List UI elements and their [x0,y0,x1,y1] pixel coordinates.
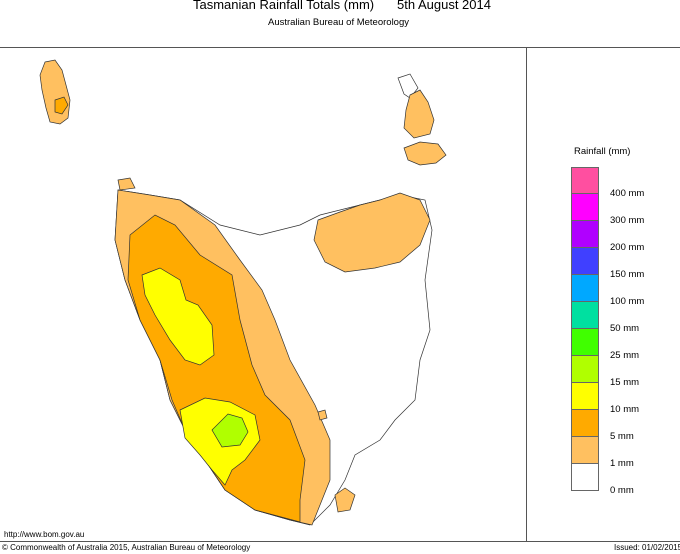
map-subtitle: Australian Bureau of Meteorology [268,17,409,28]
source-url[interactable]: http://www.bom.gov.au [4,530,85,539]
legend-label: 50 mm [610,323,640,334]
legend-swatch [571,302,599,329]
legend-label: 5 mm [610,431,634,442]
legend-label: 100 mm [610,296,645,307]
copyright: © Commonwealth of Australia 2015, Austra… [2,543,251,552]
legend-label: 25 mm [610,350,640,361]
legend-label: 200 mm [610,242,645,253]
issued-date: Issued: 01/02/2015 [614,543,680,552]
legend-colorbar [571,167,599,491]
legend-label: 1 mm [610,458,634,469]
legend-label: 10 mm [610,404,640,415]
legend-swatch [571,464,599,491]
legend-swatch [571,248,599,275]
legend-label: 0 mm [610,485,634,496]
tasmania-map [39,59,447,526]
tasman-peninsula [334,487,356,513]
legend-swatch [571,275,599,302]
legend-label: 300 mm [610,215,645,226]
legend-swatch [571,356,599,383]
legend-swatch [571,410,599,437]
legend-title: Rainfall (mm) [574,146,631,157]
legend-swatch [571,383,599,410]
west-10mm-area [141,267,215,366]
legend-swatch [571,167,599,194]
legend-label: 400 mm [610,188,645,199]
legend-swatch [571,437,599,464]
legend-label: 150 mm [610,269,645,280]
legend-label: 15 mm [610,377,640,388]
map-date: 5th August 2014 [397,0,491,12]
legend-swatch [571,221,599,248]
map-frame [0,47,680,542]
cape-barren-island [403,141,447,166]
map-title: Tasmanian Rainfall Totals (mm) [193,0,375,12]
legend-divider [526,47,527,542]
king-island [39,59,71,125]
maria-island [317,409,328,421]
legend-swatch [571,329,599,356]
northeast-1mm-area [313,192,431,273]
king-island-5mm [54,96,69,115]
south-15mm-area [211,413,249,448]
robbins-island [117,177,136,191]
legend-swatch [571,194,599,221]
flinders-island-rain [403,89,435,139]
